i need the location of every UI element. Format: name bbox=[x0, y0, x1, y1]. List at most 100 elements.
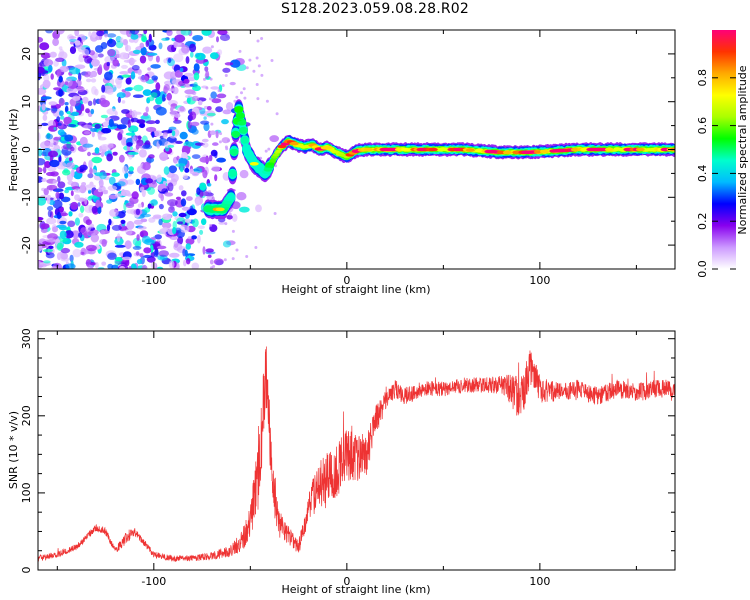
spectrogram-noise-cell bbox=[205, 70, 210, 79]
spectrogram-noise-cell bbox=[45, 30, 53, 34]
spectrogram-noise-cell bbox=[108, 218, 112, 226]
spectrogram-noise-cell bbox=[90, 128, 98, 132]
spectrogram-noise-cell bbox=[265, 99, 269, 103]
spectrogram-trace-cell bbox=[226, 195, 236, 200]
spectrogram-noise-cell bbox=[206, 106, 212, 111]
spectrogram-noise-cell bbox=[131, 64, 140, 71]
spectrogram-noise-cell bbox=[194, 52, 200, 58]
spectrogram-noise-cell bbox=[41, 103, 46, 111]
spectrogram-noise-cell bbox=[78, 232, 83, 238]
snr-y-axis-label: SNR (10 * v/v) bbox=[7, 411, 20, 489]
spectrogram-noise-cell bbox=[184, 72, 194, 77]
spectrogram-noise-cell bbox=[52, 38, 59, 47]
spectrogram-noise-cell bbox=[107, 252, 117, 260]
spectrogram-noise-cell bbox=[255, 56, 259, 60]
spectrogram-noise-cell bbox=[50, 73, 54, 80]
spectrogram-noise-cell bbox=[116, 81, 122, 89]
spectrogram-noise-cell bbox=[185, 94, 192, 98]
spectrogram-noise-cell bbox=[59, 220, 67, 225]
spectrogram-noise-cell bbox=[66, 87, 78, 94]
spectrogram-noise-cell bbox=[175, 140, 183, 144]
spectrogram-noise-cell bbox=[138, 123, 145, 128]
spectrogram-noise-cell bbox=[119, 265, 126, 269]
spectrogram-noise-cell bbox=[85, 244, 97, 252]
spectrogram-noise-cell bbox=[155, 119, 160, 124]
spectrogram-noise-cell bbox=[68, 211, 73, 217]
spectrogram-trace-cell bbox=[228, 172, 238, 177]
spectrogram-noise-cell bbox=[191, 95, 200, 102]
spectrogram-noise-cell bbox=[38, 66, 45, 74]
spectrogram-noise-cell bbox=[131, 110, 138, 119]
spectrogram-trace-cell bbox=[275, 149, 283, 153]
spectrogram-noise-cell bbox=[215, 130, 219, 139]
spectrogram-peak-cell bbox=[289, 141, 299, 146]
spectrogram-noise-cell bbox=[70, 201, 79, 210]
spectrogram-noise-cell bbox=[66, 162, 75, 169]
spectrogram-noise-cell bbox=[179, 224, 190, 233]
spectrogram-noise-cell bbox=[53, 60, 59, 67]
spectrogram-noise-cell bbox=[256, 97, 260, 101]
spectrogram-noise-cell bbox=[50, 142, 54, 148]
spectrogram-noise-cell bbox=[104, 33, 108, 38]
spectrogram-noise-cell bbox=[116, 181, 126, 187]
spectrogram-noise-cell bbox=[69, 254, 74, 263]
spectrogram-noise-cell bbox=[49, 51, 57, 58]
spectrogram-noise-cell bbox=[176, 155, 180, 161]
spectrogram-noise-cell bbox=[111, 264, 119, 269]
spectrogram-noise-cell bbox=[128, 166, 134, 172]
spectrogram-noise-cell bbox=[45, 252, 55, 259]
spectrogram-noise-cell bbox=[56, 211, 62, 220]
spectrogram-noise-cell bbox=[125, 77, 132, 85]
spectrogram-noise-cell bbox=[130, 71, 136, 80]
snr-x-axis-label: Height of straight line (km) bbox=[281, 583, 430, 596]
spectrogram-noise-cell bbox=[106, 199, 113, 204]
spectrogram-noise-cell bbox=[120, 189, 131, 197]
spectrogram-noise-cell bbox=[55, 191, 60, 199]
spectrogram-noise-cell bbox=[222, 109, 232, 115]
spectrogram-noise-cell bbox=[216, 157, 227, 163]
spectrogram-noise-cell bbox=[231, 257, 235, 261]
spectrogram-noise-cell bbox=[52, 199, 63, 209]
spectrogram-noise-cell bbox=[57, 122, 62, 126]
spectrogram-noise-cell bbox=[94, 172, 104, 177]
spectrogram-noise-cell bbox=[142, 162, 151, 171]
spectrogram-noise-cell bbox=[112, 59, 119, 67]
spectrogram-noise-cell bbox=[126, 58, 137, 63]
spectrogram-noise-cell bbox=[229, 81, 236, 86]
spectrogram-noise-cell bbox=[135, 251, 140, 256]
spectrogram-noise-cell bbox=[143, 30, 148, 35]
spectrogram-noise-cell bbox=[187, 120, 192, 129]
spectrogram-noise-cell bbox=[57, 129, 65, 136]
spectrogram-noise-cell bbox=[87, 100, 93, 107]
spectrogram-noise-cell bbox=[155, 55, 160, 63]
spectrogram-noise-cell bbox=[174, 227, 182, 234]
spectrogram-noise-cell bbox=[90, 59, 100, 67]
spectrogram-noise-cell bbox=[114, 257, 123, 267]
spectrogram-noise-cell bbox=[63, 116, 72, 125]
spectrogram-noise-cell bbox=[145, 120, 157, 125]
spectrogram-noise-cell bbox=[145, 40, 150, 48]
spectrogram-noise-cell bbox=[212, 142, 219, 146]
spectrogram-noise-cell bbox=[108, 176, 116, 185]
spectrogram-noise-cell bbox=[58, 226, 68, 231]
spectrogram-noise-cell bbox=[163, 84, 170, 91]
spectrogram-noise-cell bbox=[96, 30, 105, 37]
snr-x-tick-label: 100 bbox=[529, 575, 550, 588]
spectrogram-noise-cell bbox=[210, 45, 214, 49]
spectrogram-noise-cell bbox=[275, 112, 279, 116]
spectrogram-noise-cell bbox=[66, 124, 77, 128]
spectrogram-noise-cell bbox=[79, 164, 88, 171]
spectrogram-noise-cell bbox=[179, 67, 184, 73]
spectrogram-noise-cell bbox=[158, 192, 164, 199]
spectrogram-noise-cell bbox=[128, 266, 132, 269]
spectrogram-peak-cell bbox=[364, 147, 373, 152]
spectrogram-noise-cell bbox=[38, 36, 44, 43]
spectrogram-noise-cell bbox=[59, 49, 65, 57]
spectrogram-noise-cell bbox=[197, 234, 201, 244]
spectrogram-noise-cell bbox=[192, 218, 199, 228]
spectrogram-noise-cell bbox=[141, 33, 147, 41]
spectrogram-noise-cell bbox=[129, 109, 133, 116]
spectrogram-noise-cell bbox=[141, 264, 148, 269]
spectrogram-noise-cell bbox=[139, 42, 145, 49]
spectrogram-noise-cell bbox=[116, 233, 121, 243]
